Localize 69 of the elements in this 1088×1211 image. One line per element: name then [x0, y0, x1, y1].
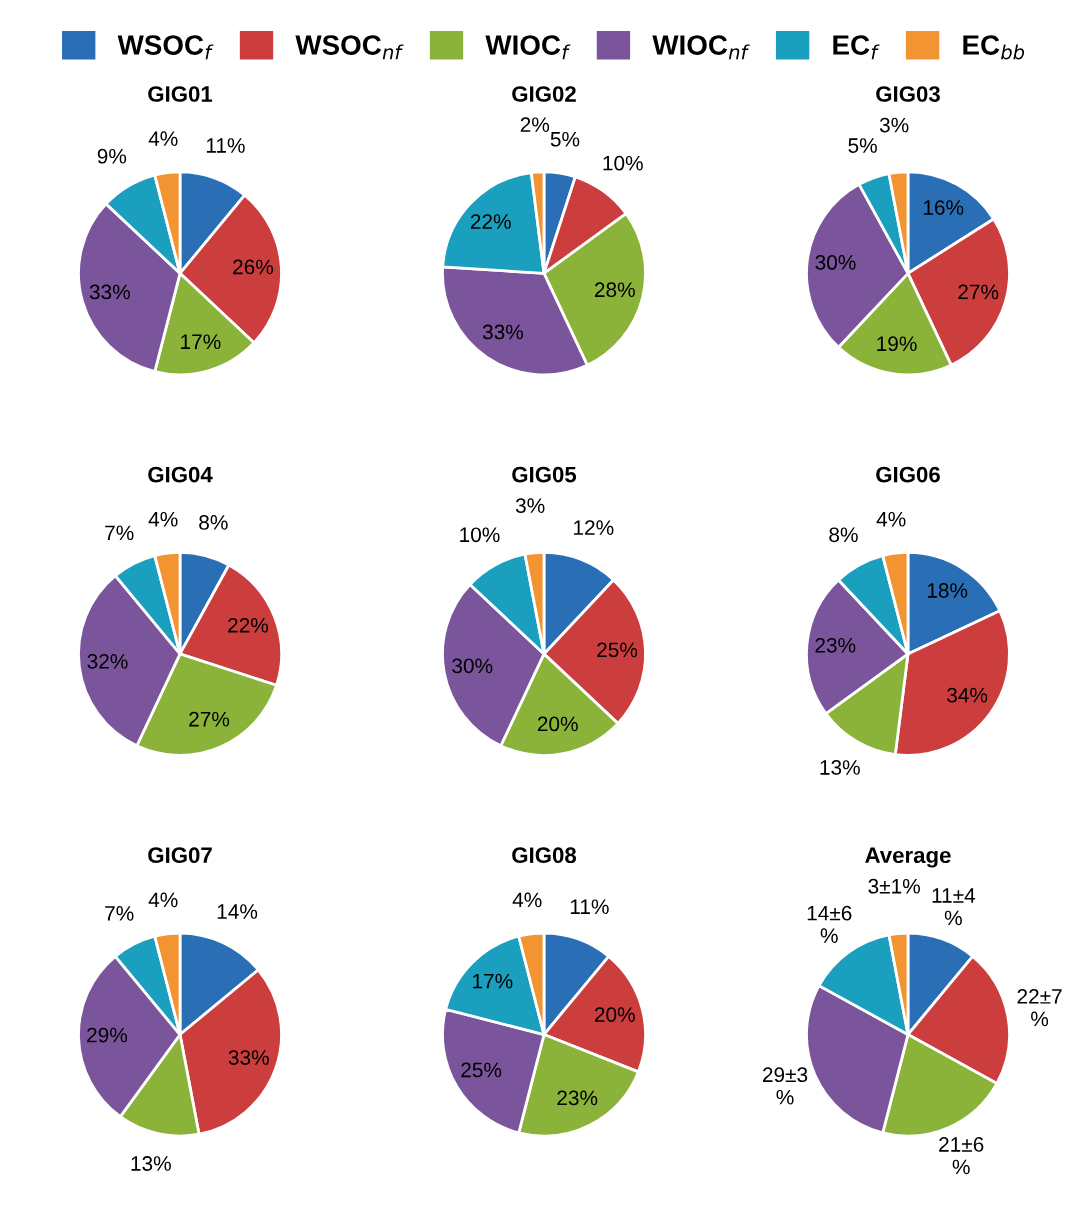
- legend-label: EC$_{f}$: [833, 35, 880, 60]
- legend-label: WIOC$_{f}$: [485, 35, 571, 60]
- legend-label: EC$_{bb}$: [963, 35, 1025, 60]
- chart-title: GIG03: [876, 86, 940, 102]
- data-label: 34%: [947, 687, 988, 703]
- data-label: 30%: [815, 255, 856, 270]
- data-label: 27%: [958, 284, 999, 300]
- data-label: 11%: [570, 899, 609, 914]
- data-label: 8%: [829, 527, 858, 543]
- data-label: 4%: [148, 131, 178, 146]
- data-label: 25%: [461, 1062, 502, 1078]
- data-label: 7%: [105, 906, 134, 921]
- chart-title: GIG02: [512, 86, 576, 102]
- legend-label: WIOC$_{nf}$: [652, 35, 750, 60]
- data-label: 17%: [473, 973, 513, 989]
- text: GIG01: [148, 86, 213, 102]
- data-label: 12%: [574, 520, 614, 535]
- data-label: 9%: [97, 148, 127, 164]
- chart-title: GIG04: [148, 466, 213, 483]
- data-label: 20%: [537, 716, 578, 732]
- data-label: 18%: [927, 583, 968, 598]
- data-label: 29±3 %: [762, 1067, 808, 1105]
- chart-title: GIG08: [512, 847, 577, 864]
- data-label: 17%: [181, 334, 221, 350]
- data-label: 22±7 %: [1017, 989, 1062, 1027]
- data-label: 22%: [470, 214, 511, 229]
- data-label: 4%: [148, 892, 178, 908]
- data-label: 5%: [848, 138, 877, 153]
- data-label: 3±1%: [868, 878, 920, 894]
- data-label: 33%: [89, 284, 130, 300]
- data-label: 33%: [482, 324, 524, 340]
- data-label: 5%: [550, 131, 580, 147]
- data-label: 2%: [520, 117, 550, 132]
- data-label: 23%: [557, 1090, 598, 1106]
- data-label: 4%: [512, 892, 542, 908]
- legend-label: WSOC$_{nf}$: [295, 35, 404, 60]
- data-label: 32%: [87, 653, 128, 669]
- chart-title: GIG05: [512, 466, 577, 483]
- data-label: 13%: [131, 1156, 171, 1171]
- data-label: 30%: [452, 658, 493, 674]
- data-label: 20%: [594, 1007, 635, 1022]
- data-label: 10%: [460, 527, 500, 543]
- data-label: 21±6 %: [939, 1137, 984, 1175]
- data-label: 3%: [515, 498, 545, 514]
- data-label: 7%: [105, 525, 134, 541]
- data-label: 25%: [597, 642, 638, 658]
- data-label: 14±6 %: [807, 905, 852, 943]
- legend-label: WSOC$_{f}$: [117, 35, 214, 60]
- chart-title: Average: [865, 847, 951, 868]
- data-label: 19%: [877, 336, 917, 352]
- chart-title: GIG07: [148, 847, 212, 864]
- data-label: 33%: [228, 1050, 269, 1065]
- data-label: 4%: [876, 511, 906, 527]
- data-label: 3%: [879, 117, 909, 133]
- data-label: 28%: [594, 282, 635, 298]
- data-label: 8%: [199, 515, 228, 530]
- data-label: 16%: [923, 200, 964, 215]
- data-label: 11±4 %: [932, 888, 976, 926]
- data-label: 29%: [87, 1027, 128, 1043]
- data-label: 26%: [233, 259, 274, 275]
- data-label: 23%: [815, 637, 856, 653]
- data-label: 22%: [228, 617, 269, 633]
- data-label: 11%: [206, 138, 245, 153]
- chart-title: GIG06: [876, 466, 940, 483]
- data-label: 14%: [217, 904, 258, 919]
- data-label: 27%: [189, 711, 230, 727]
- data-label: 4%: [148, 511, 178, 527]
- data-label: 10%: [603, 155, 643, 171]
- data-label: 13%: [820, 760, 860, 775]
